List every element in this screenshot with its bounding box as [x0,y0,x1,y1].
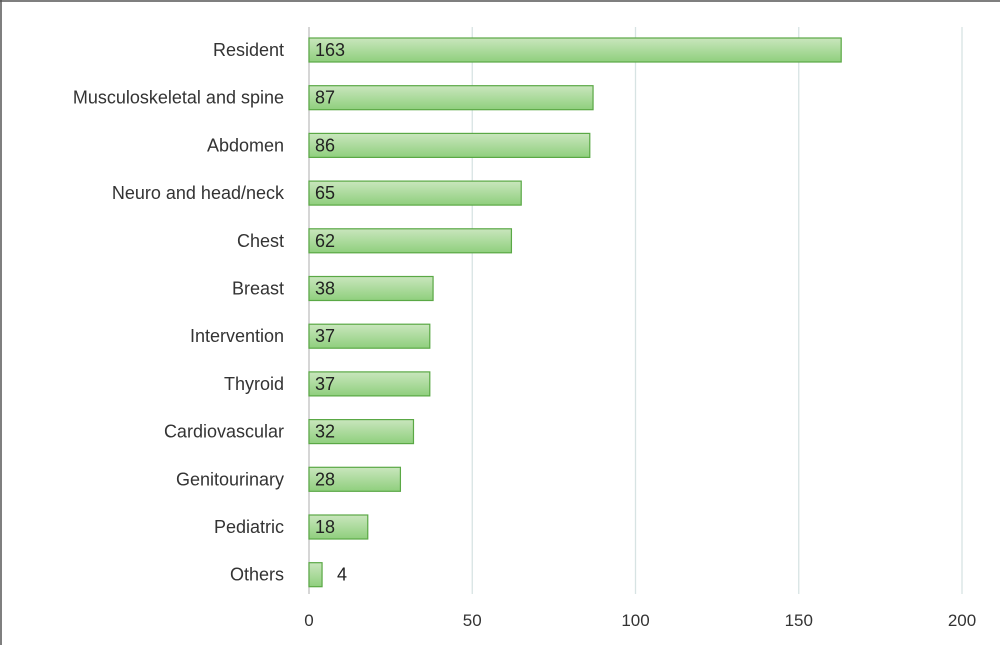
bars [308,37,842,588]
category-label: Others [230,565,284,585]
bar-abdomen [308,132,591,158]
category-label: Intervention [190,326,284,346]
category-label: Cardiovascular [164,422,284,442]
data-label: 65 [315,183,335,203]
bar-musculoskeletal-and-spine [308,85,594,111]
category-label: Thyroid [224,374,284,394]
x-tick-label: 0 [304,611,313,630]
bar-genitourinary [308,466,402,492]
data-label: 18 [315,517,335,537]
bar-thyroid [308,371,431,397]
bar-neuro-and-head-neck [308,180,522,206]
bar-pediatric [308,514,369,540]
category-label: Resident [213,40,284,60]
bar-cardiovascular [308,419,415,445]
data-label: 38 [315,279,335,299]
data-label: 87 [315,88,335,108]
grid-lines [308,27,963,594]
x-tick-label: 150 [785,611,813,630]
category-label: Pediatric [214,517,284,537]
data-label: 86 [315,135,335,155]
data-label: 32 [315,422,335,442]
category-label: Genitourinary [176,469,284,489]
data-label: 4 [337,565,347,585]
bar-others [308,562,323,588]
x-tick-label: 200 [948,611,976,630]
bar-breast [308,275,434,302]
category-label: Breast [232,279,284,299]
bar-intervention [308,323,431,349]
category-label: Musculoskeletal and spine [73,88,284,108]
data-label: 163 [315,40,345,60]
category-labels: Resident Musculoskeletal and spine Abdomen… [73,40,285,585]
data-label: 37 [315,374,335,394]
x-tick-label: 50 [463,611,482,630]
data-label: 37 [315,326,335,346]
x-tick-label: 100 [621,611,649,630]
category-label: Abdomen [207,135,284,155]
bar-chest [308,228,513,254]
bar-resident [308,37,842,63]
x-axis-tick-labels: 0 50 100 150 200 [304,611,976,630]
data-label: 62 [315,231,335,251]
data-labels: 163 87 86 65 62 38 37 37 32 28 18 4 [315,40,347,585]
category-label: Neuro and head/neck [112,183,285,203]
data-label: 28 [315,469,335,489]
category-label: Chest [237,231,284,251]
